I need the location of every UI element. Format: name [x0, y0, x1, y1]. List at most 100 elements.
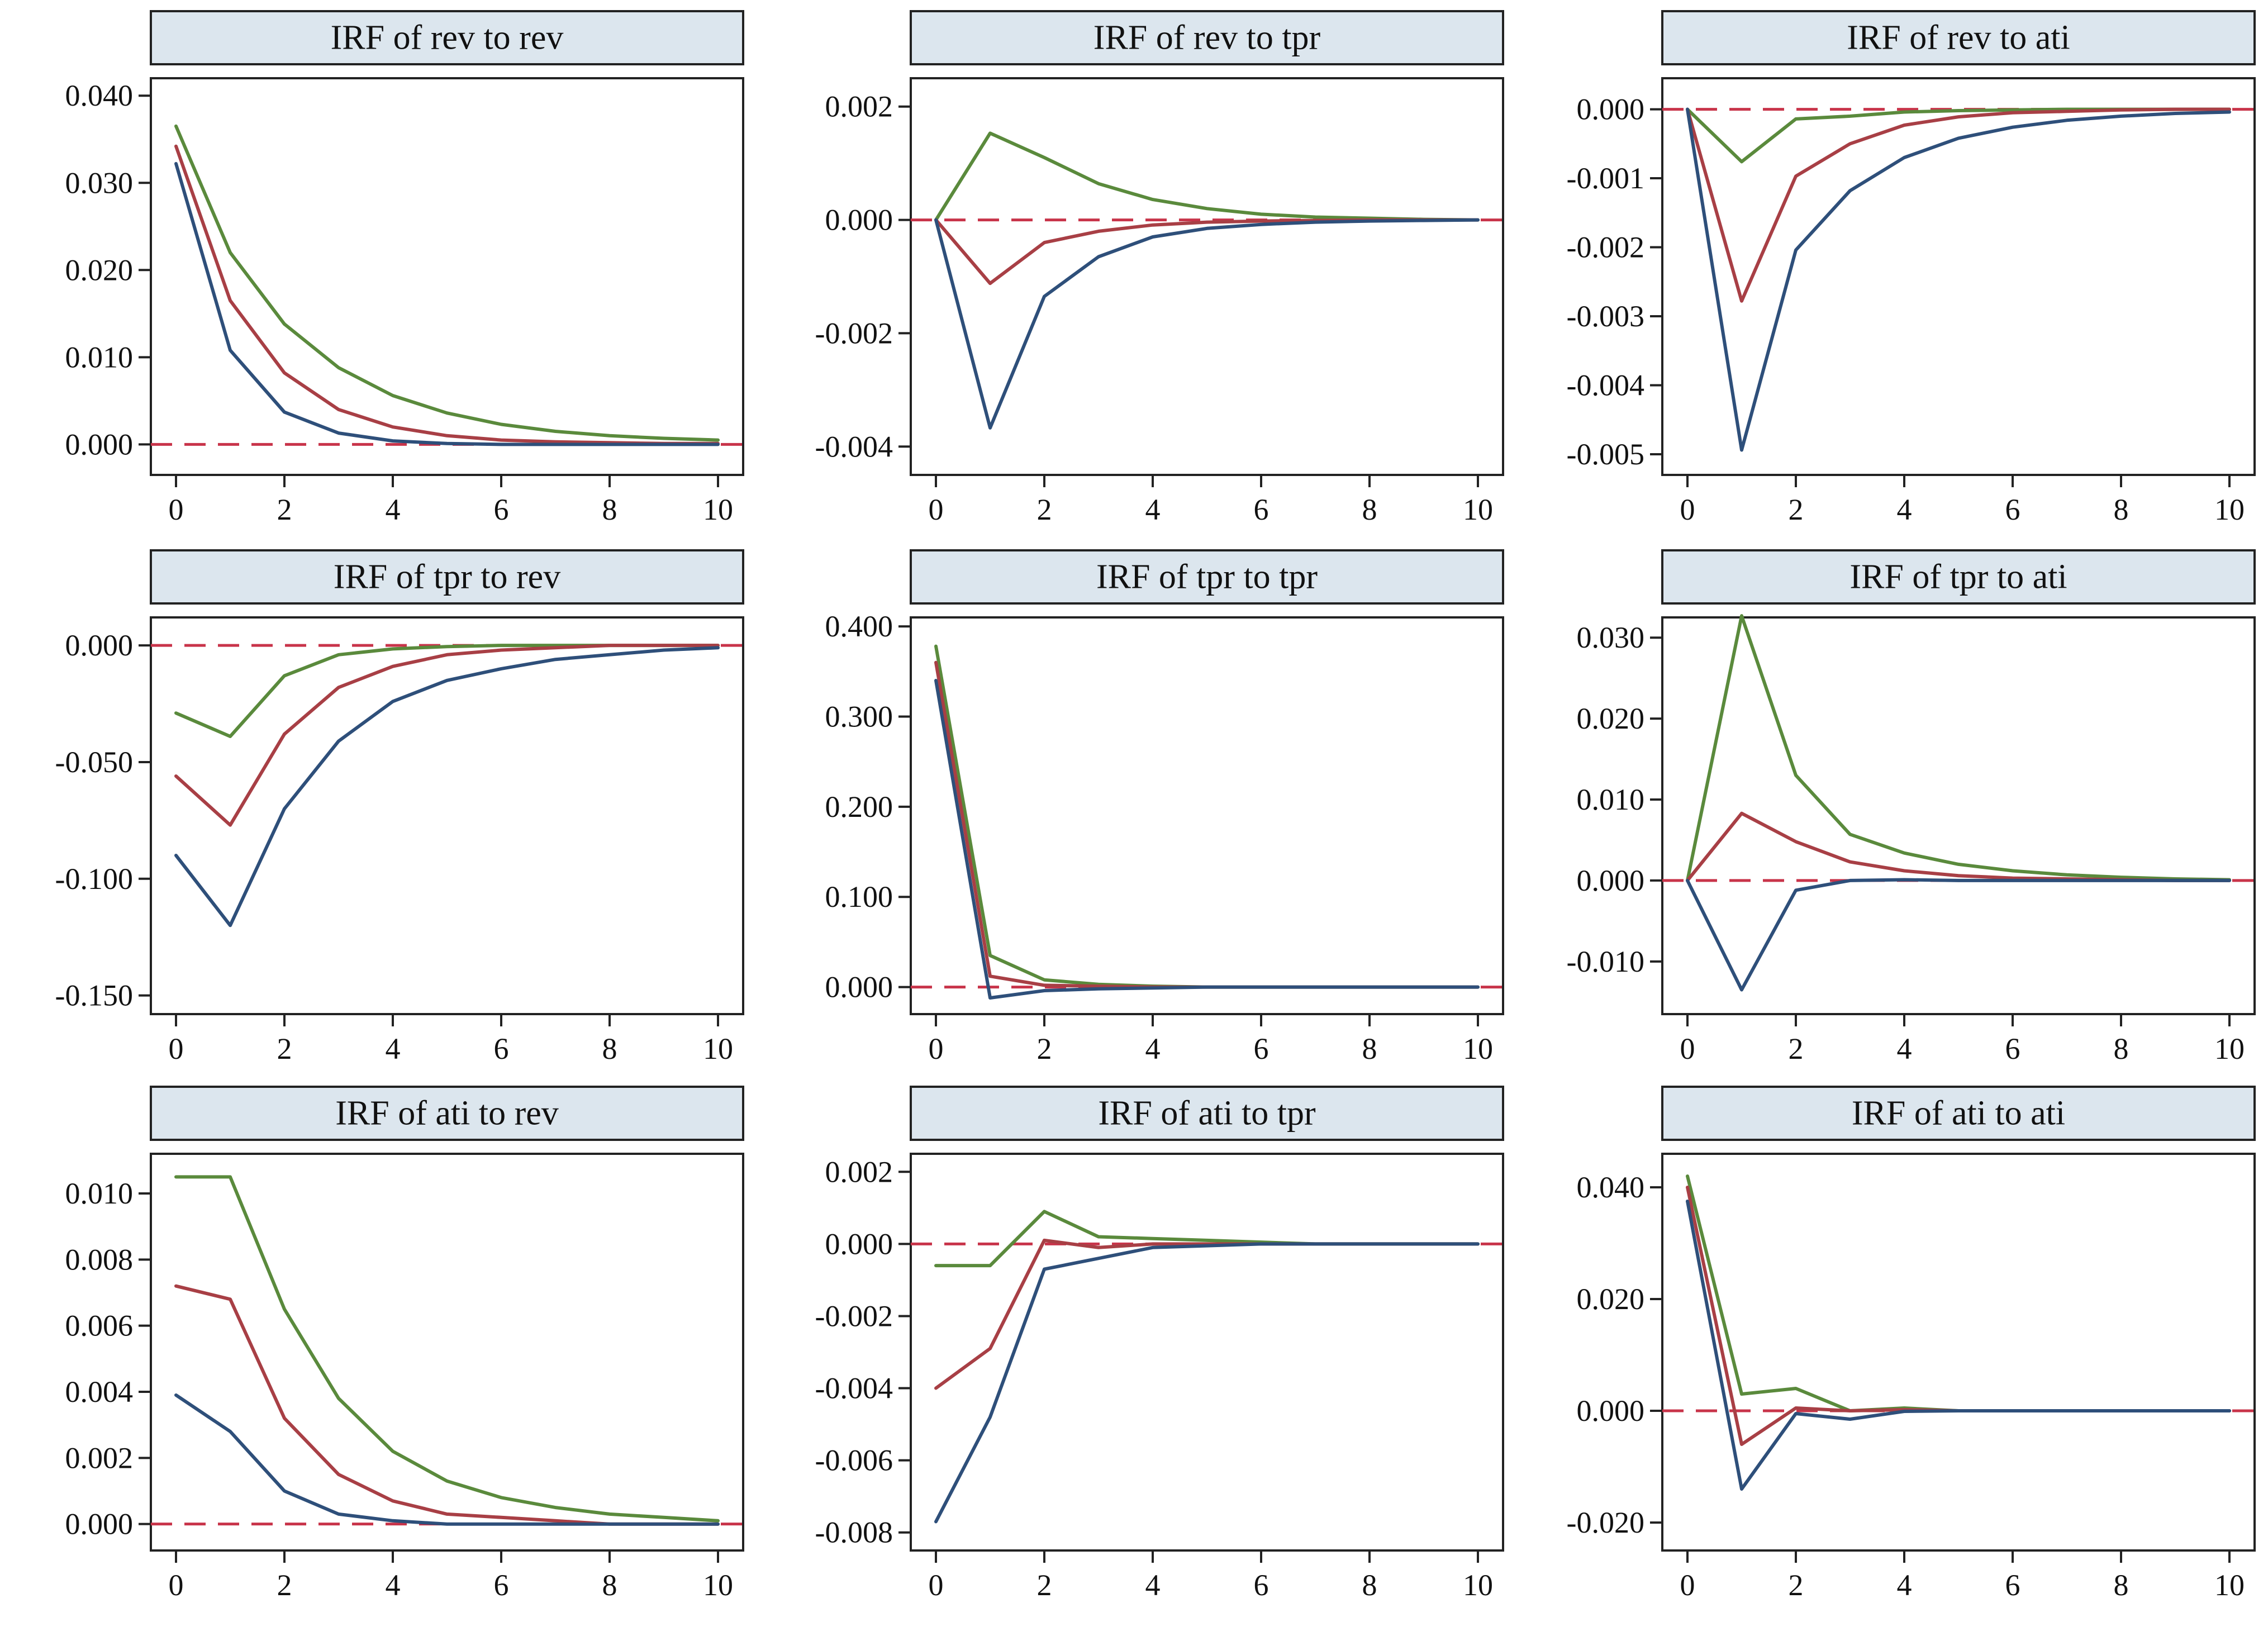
- x-tick-label: 8: [2114, 1032, 2129, 1066]
- panel-grid: IRF of rev to rev 0.000 0.010 0.020 0.030 0.0…: [55, 10, 2256, 1602]
- panel-title-band: [1661, 10, 2256, 65]
- y-tick-label: 0.010: [65, 1177, 134, 1210]
- x-tick-label: 4: [386, 1032, 401, 1066]
- y-tick-label: 0.000: [1577, 1394, 1645, 1428]
- irf-panel: IRF of ati to ati -0.020 0.000 0.020 0.040 0 2…: [1567, 1086, 2256, 1602]
- x-tick-label: 0: [169, 1568, 184, 1602]
- y-tick-label: -0.004: [1567, 368, 1644, 402]
- irf-panel: IRF of rev to ati -0.005 -0.004 -0.003 -0.00…: [1567, 10, 2256, 526]
- x-tick-label: 10: [2214, 1032, 2245, 1066]
- y-tick-label: 0.040: [1577, 1171, 1645, 1204]
- y-tick-label: 0.400: [825, 610, 893, 643]
- series-line-upper: [174, 124, 720, 442]
- x-tick-label: 2: [277, 1568, 292, 1602]
- plot-area: [150, 1153, 744, 1552]
- series-line-lower: [934, 679, 1480, 1000]
- y-tick-label: 0.002: [825, 1155, 893, 1188]
- irf-panel: IRF of ati to rev 0.000 0.002 0.004 0.006 0.0…: [65, 1086, 744, 1602]
- y-tick-label: 0.000: [825, 203, 893, 237]
- panel-title: IRF of tpr to rev: [334, 558, 560, 596]
- y-tick-label: 0.020: [65, 253, 134, 287]
- y-tick-label: 0.030: [65, 166, 134, 199]
- panel-title: IRF of tpr to ati: [1849, 558, 2067, 596]
- y-tick-label: -0.008: [815, 1516, 893, 1549]
- x-tick-label: 10: [1463, 1032, 1493, 1066]
- x-tick-label: 6: [1254, 1032, 1269, 1066]
- x-tick-label: 6: [494, 1568, 509, 1602]
- plot-area: [910, 616, 1504, 1015]
- panel-title: IRF of rev to tpr: [1093, 19, 1321, 57]
- x-tick-label: 8: [602, 493, 617, 526]
- plot-area: [910, 77, 1504, 476]
- x-tick-label: 8: [602, 1568, 617, 1602]
- y-tick-label: -0.002: [815, 1299, 893, 1333]
- panel-title: IRF of ati to tpr: [1098, 1095, 1316, 1133]
- y-tick-label: -0.050: [55, 745, 133, 779]
- series-line-lower: [934, 218, 1480, 430]
- series-line-lower: [1686, 107, 2231, 452]
- y-tick-label: 0.006: [65, 1309, 134, 1343]
- y-tick-label: 0.000: [825, 1227, 893, 1261]
- plot-area: [910, 1153, 1504, 1552]
- series-line-upper: [174, 1175, 720, 1523]
- y-tick-label: 0.200: [825, 790, 893, 824]
- y-tick-label: 0.010: [65, 340, 134, 374]
- y-tick-label: -0.003: [1567, 299, 1644, 333]
- x-tick-label: 2: [277, 493, 292, 526]
- x-tick-label: 2: [1037, 1568, 1052, 1602]
- y-tick-label: -0.150: [55, 979, 133, 1012]
- y-tick-label: 0.000: [65, 427, 134, 461]
- y-tick-label: 0.000: [825, 971, 893, 1004]
- y-tick-label: 0.030: [1577, 621, 1645, 654]
- series-line-upper: [1686, 614, 2231, 882]
- y-tick-label: 0.008: [65, 1243, 134, 1276]
- x-tick-label: 6: [1254, 493, 1269, 526]
- x-tick-label: 2: [1037, 493, 1052, 526]
- x-tick-label: 2: [1789, 1568, 1804, 1602]
- y-tick-label: 0.010: [1577, 783, 1645, 816]
- panel-title-band: [910, 549, 1504, 605]
- x-tick-label: 6: [494, 1032, 509, 1066]
- x-tick-label: 10: [703, 1568, 733, 1602]
- x-tick-label: 0: [929, 1032, 944, 1066]
- y-tick-label: 0.020: [1577, 1282, 1645, 1316]
- series-line-lower: [934, 1242, 1480, 1524]
- x-tick-label: 6: [2005, 493, 2020, 526]
- x-tick-label: 10: [2214, 493, 2245, 526]
- x-tick-label: 0: [169, 1032, 184, 1066]
- x-tick-label: 6: [2005, 1568, 2020, 1602]
- series-line-lower: [174, 161, 720, 446]
- x-tick-label: 2: [1789, 1032, 1804, 1066]
- panel-title-band: [150, 10, 744, 65]
- series-line-irf: [1686, 107, 2231, 303]
- panel-title: IRF of tpr to tpr: [1096, 558, 1318, 596]
- series-line-irf: [174, 644, 720, 827]
- y-tick-label: 0.000: [65, 1507, 134, 1541]
- panel-title-band: [150, 1086, 744, 1141]
- series-line-lower: [174, 646, 720, 927]
- x-tick-label: 6: [2005, 1032, 2020, 1066]
- x-tick-label: 4: [1145, 1032, 1161, 1066]
- x-tick-label: 0: [929, 1568, 944, 1602]
- plot-area: [1661, 1153, 2256, 1552]
- y-tick-label: 0.020: [1577, 702, 1645, 735]
- x-tick-label: 4: [1145, 1568, 1161, 1602]
- panel-title-band: [1661, 1086, 2256, 1141]
- panel-title: IRF of ati to ati: [1852, 1095, 2065, 1133]
- y-tick-label: -0.002: [1567, 231, 1644, 264]
- x-tick-label: 2: [1789, 493, 1804, 526]
- y-tick-label: 0.300: [825, 700, 893, 734]
- y-tick-label: -0.004: [815, 1372, 893, 1405]
- panel-title: IRF of rev to rev: [331, 19, 564, 57]
- x-tick-label: 8: [1362, 1032, 1377, 1066]
- y-tick-label: -0.001: [1567, 161, 1644, 195]
- series-line-lower: [174, 1393, 720, 1526]
- x-tick-label: 10: [1463, 493, 1493, 526]
- y-tick-label: 0.040: [65, 79, 134, 112]
- y-tick-label: 0.000: [65, 629, 134, 662]
- irf-panel: IRF of tpr to tpr 0.000 0.100 0.200 0.300 0.4…: [825, 549, 1504, 1066]
- x-tick-label: 0: [1680, 493, 1695, 526]
- y-tick-label: 0.002: [825, 90, 893, 123]
- y-tick-label: 0.000: [1577, 93, 1645, 126]
- x-tick-label: 2: [1037, 1032, 1052, 1066]
